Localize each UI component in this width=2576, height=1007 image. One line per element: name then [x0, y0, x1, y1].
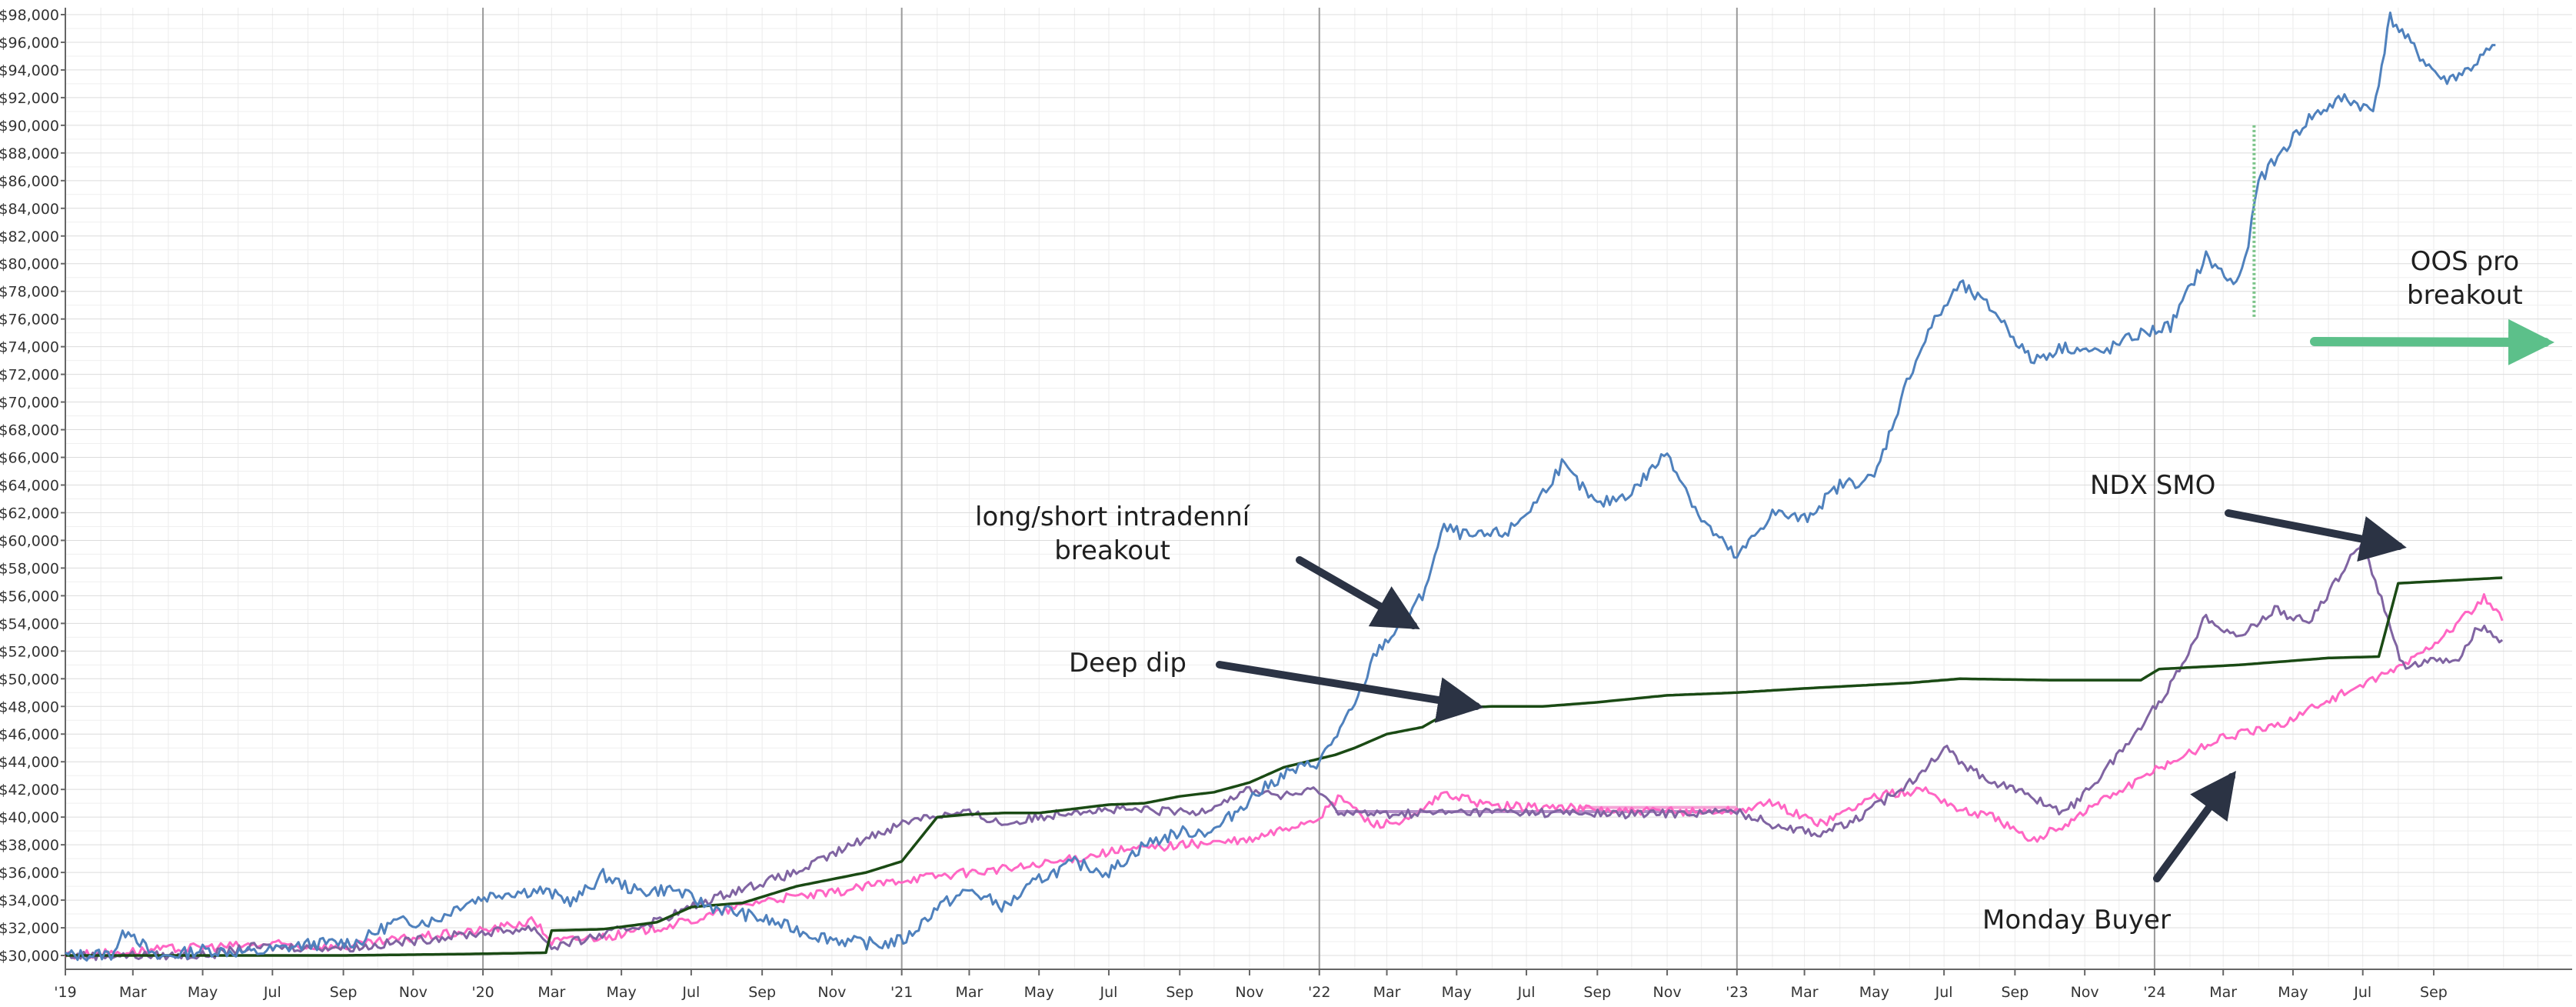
y-tick-label: $40,000: [0, 809, 59, 826]
x-tick-label: May: [1859, 984, 1889, 1001]
axes: $30,000 $32,000 $34,000 $36,000 $38,000 $40,0…: [0, 7, 2572, 1001]
y-tick-label: $70,000: [0, 395, 59, 412]
y-tick-label: $60,000: [0, 532, 59, 549]
y-tick-label: $90,000: [0, 118, 59, 135]
y-tick-label: $98,000: [0, 7, 59, 24]
annotation-deep-dip: Deep dip: [1069, 646, 1186, 680]
y-tick-label: $36,000: [0, 865, 59, 882]
arrow-ndx-smo: [2225, 509, 2407, 562]
x-tick-label: Sep: [2420, 984, 2448, 1001]
y-tick-label: $62,000: [0, 505, 59, 522]
y-tick-label: $64,000: [0, 478, 59, 495]
y-tick-label: $92,000: [0, 90, 59, 107]
y-tick-label: $96,000: [0, 35, 59, 52]
y-tick-label: $30,000: [0, 948, 59, 965]
x-tick-label: Jul: [1517, 984, 1536, 1001]
x-tick-label: Mar: [2209, 984, 2237, 1001]
x-tick-label: Sep: [1583, 984, 1611, 1001]
x-tick-label: Nov: [1235, 984, 1263, 1001]
annotation-oos-line-2: breakout: [2407, 280, 2523, 311]
x-tick-label: May: [1442, 984, 1472, 1001]
annotation-ndx-smo-line-1: NDX SMO: [2090, 470, 2216, 501]
x-tick-label: Mar: [537, 984, 565, 1001]
overlay-layer: [1216, 125, 2554, 882]
y-tick-label: $50,000: [0, 671, 59, 688]
y-tick-label: $54,000: [0, 615, 59, 632]
x-tick-label: '20: [471, 984, 494, 1001]
y-tick-label: $68,000: [0, 422, 59, 439]
x-tick-label: Jul: [681, 984, 700, 1001]
annotation-ndx-smo: NDX SMO: [2090, 468, 2215, 502]
x-tick-label: May: [188, 984, 218, 1001]
x-tick-label: Nov: [1653, 984, 1682, 1001]
major-gridlines: [65, 8, 2155, 969]
y-tick-label: $52,000: [0, 643, 59, 660]
y-tick-label: $76,000: [0, 312, 59, 328]
y-tick-label: $46,000: [0, 726, 59, 743]
arrow-monday-buyer: [2153, 770, 2236, 882]
x-tick-label: Mar: [1373, 984, 1401, 1001]
x-tick-label: Jul: [1100, 984, 1118, 1001]
x-tick-label: '19: [54, 984, 76, 1001]
x-tick-label: Jul: [263, 984, 281, 1001]
y-tick-label: $56,000: [0, 588, 59, 605]
arrow-deep-dip: [1216, 661, 1484, 723]
x-tick-label: May: [606, 984, 636, 1001]
x-tick-label: Nov: [817, 984, 846, 1001]
x-tick-label: Mar: [956, 984, 983, 1001]
y-tick-label: $72,000: [0, 367, 59, 384]
y-tick-label: $94,000: [0, 62, 59, 79]
x-tick-label: May: [2278, 984, 2308, 1001]
y-tick-label: $38,000: [0, 837, 59, 854]
x-tick-label: Nov: [399, 984, 428, 1001]
x-tick-label: Sep: [748, 984, 776, 1001]
x-tick-label: Mar: [119, 984, 147, 1001]
x-tick-label: '23: [1726, 984, 1748, 1001]
x-tick-label: Jul: [1935, 984, 1953, 1001]
x-tick-label: Sep: [2001, 984, 2029, 1001]
annotation-oos: OOS pro breakout: [2407, 245, 2523, 312]
y-tick-label: $78,000: [0, 284, 59, 301]
y-tick-label: $44,000: [0, 754, 59, 771]
arrow-breakout: [1296, 556, 1420, 629]
series-line-0: [65, 12, 2496, 962]
annotation-breakout: long/short intradenní breakout: [975, 500, 1250, 568]
y-tick-label: $86,000: [0, 173, 59, 190]
y-tick-label: $66,000: [0, 450, 59, 467]
annotation-breakout-line-1: long/short intradenní: [975, 502, 1250, 532]
x-tick-label: Mar: [1791, 984, 1819, 1001]
series-line-3: [64, 593, 2504, 960]
x-tick-label: Nov: [2071, 984, 2099, 1001]
y-tick-label: $74,000: [0, 339, 59, 356]
x-tick-label: '21: [890, 984, 913, 1001]
y-tick-label: $42,000: [0, 782, 59, 799]
y-tick-label: $34,000: [0, 892, 59, 909]
x-tick-label: May: [1024, 984, 1054, 1001]
series-line-1: [65, 576, 2503, 957]
x-tick-label: Sep: [1166, 984, 1193, 1001]
x-tick-label: Sep: [330, 984, 358, 1001]
y-tick-label: $32,000: [0, 920, 59, 937]
annotation-breakout-line-2: breakout: [1054, 535, 1170, 566]
annotation-oos-line-1: OOS pro: [2410, 246, 2520, 277]
y-tick-label: $88,000: [0, 145, 59, 162]
y-tick-label: $84,000: [0, 201, 59, 218]
y-tick-label: $48,000: [0, 699, 59, 715]
x-tick-label: '22: [1308, 984, 1330, 1001]
y-tick-label: $80,000: [0, 256, 59, 273]
annotation-monday-buyer-line-1: Monday Buyer: [1982, 905, 2171, 935]
series-layer: [64, 12, 2504, 962]
x-tick-label: Jul: [2353, 984, 2371, 1001]
series-line-2: [65, 540, 2504, 962]
y-tick-label: $58,000: [0, 560, 59, 577]
y-tick-label: $82,000: [0, 228, 59, 245]
x-tick-label: '24: [2143, 984, 2165, 1001]
annotation-deep-dip-line-1: Deep dip: [1069, 648, 1187, 679]
annotation-monday-buyer: Monday Buyer: [1982, 903, 2171, 937]
